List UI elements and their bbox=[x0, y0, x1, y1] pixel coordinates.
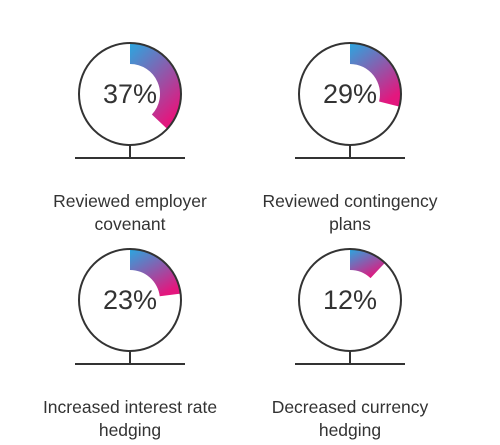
gauge-graphic: 12% bbox=[295, 248, 405, 365]
gauge-item: 12% Decreased currency hedging bbox=[225, 228, 475, 440]
gauge-graphic: 29% bbox=[295, 42, 405, 159]
gauge-category-label: Decreased currency hedging bbox=[271, 397, 429, 440]
gauge-item: 29% Reviewed contingency plans bbox=[225, 22, 475, 234]
gauge-item: 37% Reviewed employer covenant bbox=[5, 22, 255, 234]
gauge-value-label: 29% bbox=[323, 79, 377, 109]
gauge-value-arc bbox=[350, 249, 385, 279]
gauge-graphic: 23% bbox=[75, 248, 185, 365]
gauge-item: 23% Increased interest rate hedging bbox=[5, 228, 255, 440]
gauge-category-label: Reviewed contingency plans bbox=[262, 191, 438, 234]
gauge-value-label: 37% bbox=[103, 79, 157, 109]
gauge-value-arc bbox=[350, 43, 401, 107]
gauge-graphic: 37% bbox=[75, 42, 185, 159]
gauge-category-label: Increased interest rate hedging bbox=[42, 397, 218, 440]
gauge-value-arc bbox=[130, 249, 181, 297]
gauge-value-label: 23% bbox=[103, 285, 157, 315]
gauge-value-label: 12% bbox=[323, 285, 377, 315]
gauge-value-arc bbox=[130, 43, 181, 129]
gauge-category-label: Reviewed employer covenant bbox=[53, 191, 207, 234]
